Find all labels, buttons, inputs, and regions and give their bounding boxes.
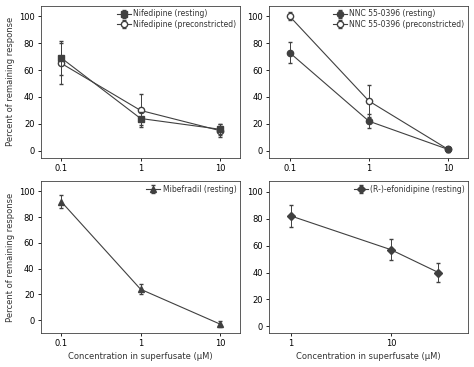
X-axis label: Concentration in superfusate (μM): Concentration in superfusate (μM) [68, 352, 213, 361]
Y-axis label: Percent of remaining response: Percent of remaining response [6, 17, 15, 146]
Y-axis label: Percent of remaining response: Percent of remaining response [6, 192, 15, 322]
X-axis label: Concentration in superfusate (μM): Concentration in superfusate (μM) [296, 352, 441, 361]
Legend: NNC 55-0396 (resting), NNC 55-0396 (preconstricted): NNC 55-0396 (resting), NNC 55-0396 (prec… [332, 8, 466, 30]
Legend: Mibefradil (resting): Mibefradil (resting) [145, 184, 238, 196]
Legend: (R-)-efonidipine (resting): (R-)-efonidipine (resting) [352, 184, 466, 196]
Legend: Nifedipine (resting), Nifedipine (preconstricted): Nifedipine (resting), Nifedipine (precon… [116, 8, 238, 30]
